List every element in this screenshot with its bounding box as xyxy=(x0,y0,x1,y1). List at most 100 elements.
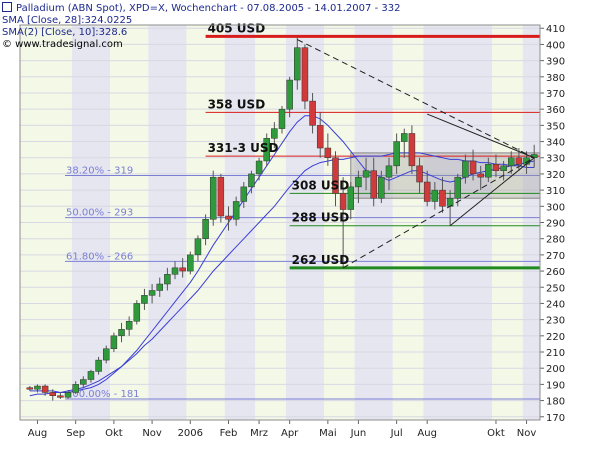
candle-body xyxy=(294,47,301,81)
y-tick-label: 200 xyxy=(546,364,565,375)
candle xyxy=(133,300,141,325)
candle xyxy=(401,128,408,158)
y-tick-label: 270 xyxy=(546,251,565,262)
candle-body xyxy=(118,329,125,337)
candle xyxy=(370,157,377,207)
candle xyxy=(164,267,171,291)
y-tick-label: 210 xyxy=(546,348,565,359)
candle xyxy=(57,392,64,399)
candle-body xyxy=(187,254,194,272)
candle-body xyxy=(57,395,64,398)
candle xyxy=(278,105,286,134)
candle-body xyxy=(316,125,324,149)
x-tick-label: 2006 xyxy=(178,428,203,439)
candle-body xyxy=(278,108,286,129)
trendline xyxy=(342,157,535,269)
candle-body xyxy=(469,160,477,175)
candle xyxy=(80,376,87,388)
y-tick-label: 370 xyxy=(546,89,565,100)
candle xyxy=(34,384,41,393)
candle-body xyxy=(72,384,79,393)
candle xyxy=(171,261,179,280)
candle xyxy=(423,170,431,207)
y-tick-label: 170 xyxy=(546,413,565,424)
candle xyxy=(255,157,263,181)
x-tick-label: Jul xyxy=(390,428,403,439)
x-tick-label: Mrz xyxy=(250,428,268,439)
x-tick-label: Nov xyxy=(142,428,162,439)
candle xyxy=(194,235,202,262)
chart-icon xyxy=(2,2,12,12)
y-tick-label: 360 xyxy=(546,105,565,116)
candle-body xyxy=(401,133,408,142)
candle xyxy=(462,154,469,184)
candle-body xyxy=(156,283,163,291)
candle xyxy=(286,76,293,118)
y-tick-label: 220 xyxy=(546,332,565,343)
legend-title: Palladium (ABN Spot), XPD=X, Wochenchart… xyxy=(2,2,400,15)
y-tick-label: 300 xyxy=(546,202,565,213)
plot-frame xyxy=(19,24,541,421)
candle xyxy=(118,322,125,343)
trendline xyxy=(449,157,535,227)
candle xyxy=(500,160,507,181)
candle-body xyxy=(355,176,362,188)
moving-averages xyxy=(29,115,535,397)
candle-body xyxy=(202,219,209,239)
candle-body xyxy=(225,215,232,220)
y-tick-label: 180 xyxy=(546,397,565,408)
candle xyxy=(454,173,462,207)
chart-legend: Palladium (ABN Spot), XPD=X, Wochenchart… xyxy=(2,2,400,51)
x-axis: Aug Sep Okt Nov 2006 Feb Mrz Apr Mai Jun Jul Aug Okt… xyxy=(28,420,536,439)
y-tick-label: 390 xyxy=(546,57,565,68)
candle-body xyxy=(141,295,148,304)
candle-body xyxy=(454,176,462,199)
x-tick-label: Sep xyxy=(66,428,85,439)
candle xyxy=(355,170,362,204)
level-label: 262 USD xyxy=(292,253,350,267)
candle xyxy=(202,214,209,246)
candle-body xyxy=(95,359,102,372)
candle xyxy=(187,251,194,275)
candle-body xyxy=(393,141,400,167)
y-tick-label: 240 xyxy=(546,299,565,310)
y-tick-label: 190 xyxy=(546,380,565,391)
candle-body xyxy=(485,163,492,178)
candle-body xyxy=(515,157,523,165)
candle-body xyxy=(148,290,156,296)
candle xyxy=(385,157,393,191)
y-tick-label: 280 xyxy=(546,235,565,246)
x-tick-label: Apr xyxy=(281,428,299,439)
candle-body xyxy=(271,128,278,139)
candle-body xyxy=(462,160,469,178)
candle xyxy=(248,170,255,194)
fib-label: 61.80% - 266 xyxy=(66,251,133,262)
candle-body xyxy=(34,385,41,390)
candle-body xyxy=(217,176,225,217)
y-tick-label: 290 xyxy=(546,219,565,230)
candle xyxy=(72,381,79,395)
candle xyxy=(301,44,309,110)
candle-body xyxy=(385,165,393,178)
candle-body xyxy=(378,176,385,199)
candle xyxy=(362,157,370,191)
candle xyxy=(26,386,34,391)
candle-body xyxy=(80,379,87,385)
candle xyxy=(316,112,324,158)
candle-body xyxy=(477,173,484,178)
candle-body xyxy=(439,189,446,207)
x-tick-label: Feb xyxy=(220,428,238,439)
candle xyxy=(240,182,248,208)
candle xyxy=(431,182,439,210)
y-axis: 170 180 190 200 210 220 230 240 250 260 270 280 290 3… xyxy=(540,24,565,424)
candle-body xyxy=(339,193,347,210)
sma28-line xyxy=(29,152,535,397)
candle-body xyxy=(102,348,110,361)
candle xyxy=(232,196,240,226)
level-label: 308 USD xyxy=(292,178,350,192)
candle-body xyxy=(64,392,72,398)
candle-body xyxy=(87,371,95,380)
candle-body xyxy=(179,267,186,272)
